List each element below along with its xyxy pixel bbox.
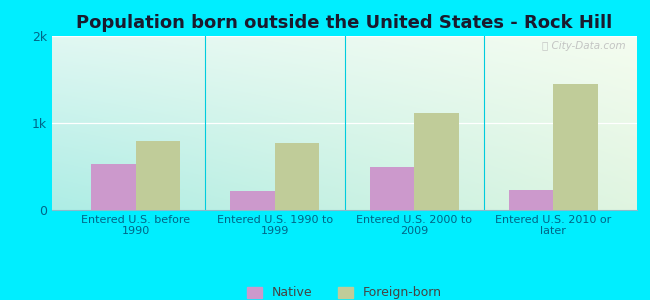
Bar bbox=[553, 84, 598, 210]
Bar bbox=[136, 141, 180, 210]
Text: ⓘ City-Data.com: ⓘ City-Data.com bbox=[541, 41, 625, 51]
Bar bbox=[414, 113, 459, 210]
Bar bbox=[509, 190, 553, 210]
Legend: Native, Foreign-born: Native, Foreign-born bbox=[247, 286, 442, 299]
Bar bbox=[230, 191, 275, 210]
Title: Population born outside the United States - Rock Hill: Population born outside the United State… bbox=[77, 14, 612, 32]
Bar bbox=[275, 143, 319, 210]
Bar bbox=[370, 167, 414, 210]
Bar bbox=[91, 164, 136, 210]
